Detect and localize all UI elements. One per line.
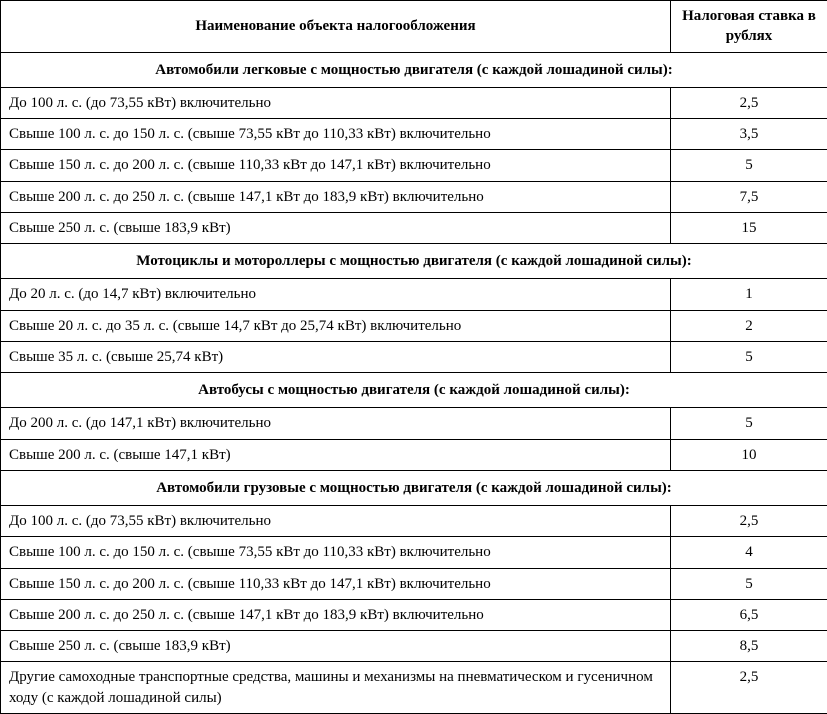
row-rate: 3,5 (671, 119, 827, 150)
row-rate: 2,5 (671, 87, 827, 118)
header-rate: Налоговая ставка в рублях (671, 1, 827, 53)
row-name: Свыше 35 л. с. (свыше 25,74 кВт) (1, 341, 671, 372)
table-row: До 100 л. с. (до 73,55 кВт) включительно… (1, 506, 827, 537)
row-name: Свыше 20 л. с. до 35 л. с. (свыше 14,7 к… (1, 310, 671, 341)
row-rate: 5 (671, 568, 827, 599)
section-title: Мотоциклы и мотороллеры с мощностью двиг… (1, 244, 827, 279)
table-row: Свыше 200 л. с. до 250 л. с. (свыше 147,… (1, 181, 827, 212)
table-row: Свыше 20 л. с. до 35 л. с. (свыше 14,7 к… (1, 310, 827, 341)
row-rate: 2,5 (671, 662, 827, 714)
row-name: Другие самоходные транспортные средства,… (1, 662, 671, 714)
row-name: Свыше 100 л. с. до 150 л. с. (свыше 73,5… (1, 119, 671, 150)
row-name: Свыше 250 л. с. (свыше 183,9 кВт) (1, 212, 671, 243)
table-row: Свыше 250 л. с. (свыше 183,9 кВт)8,5 (1, 631, 827, 662)
row-name: Свыше 200 л. с. (свыше 147,1 кВт) (1, 439, 671, 470)
row-name: До 200 л. с. (до 147,1 кВт) включительно (1, 408, 671, 439)
table-row: Свыше 250 л. с. (свыше 183,9 кВт)15 (1, 212, 827, 243)
tax-rate-table: Наименование объекта налогообложения Нал… (0, 0, 827, 714)
row-name: До 100 л. с. (до 73,55 кВт) включительно (1, 87, 671, 118)
row-name: Свыше 150 л. с. до 200 л. с. (свыше 110,… (1, 150, 671, 181)
section-title: Автомобили грузовые с мощностью двигател… (1, 470, 827, 505)
row-rate: 2,5 (671, 506, 827, 537)
header-name: Наименование объекта налогообложения (1, 1, 671, 53)
row-name: Свыше 200 л. с. до 250 л. с. (свыше 147,… (1, 181, 671, 212)
section-header-row: Автомобили грузовые с мощностью двигател… (1, 470, 827, 505)
section-header-row: Автомобили легковые с мощностью двигател… (1, 52, 827, 87)
table-row: До 100 л. с. (до 73,55 кВт) включительно… (1, 87, 827, 118)
row-rate: 5 (671, 341, 827, 372)
row-rate: 8,5 (671, 631, 827, 662)
table-row: До 200 л. с. (до 147,1 кВт) включительно… (1, 408, 827, 439)
row-name: Свыше 100 л. с. до 150 л. с. (свыше 73,5… (1, 537, 671, 568)
table-row: Свыше 35 л. с. (свыше 25,74 кВт)5 (1, 341, 827, 372)
table-row: Свыше 150 л. с. до 200 л. с. (свыше 110,… (1, 150, 827, 181)
row-rate: 10 (671, 439, 827, 470)
section-header-row: Мотоциклы и мотороллеры с мощностью двиг… (1, 244, 827, 279)
table-row: До 20 л. с. (до 14,7 кВт) включительно1 (1, 279, 827, 310)
table-row: Свыше 100 л. с. до 150 л. с. (свыше 73,5… (1, 119, 827, 150)
row-rate: 2 (671, 310, 827, 341)
section-title: Автобусы с мощностью двигателя (с каждой… (1, 373, 827, 408)
table-row: Свыше 200 л. с. (свыше 147,1 кВт)10 (1, 439, 827, 470)
row-name: Свыше 150 л. с. до 200 л. с. (свыше 110,… (1, 568, 671, 599)
row-rate: 4 (671, 537, 827, 568)
row-rate: 1 (671, 279, 827, 310)
row-name: Свыше 200 л. с. до 250 л. с. (свыше 147,… (1, 599, 671, 630)
table-row: Другие самоходные транспортные средства,… (1, 662, 827, 714)
table-header-row: Наименование объекта налогообложения Нал… (1, 1, 827, 53)
row-name: До 100 л. с. (до 73,55 кВт) включительно (1, 506, 671, 537)
row-name: Свыше 250 л. с. (свыше 183,9 кВт) (1, 631, 671, 662)
row-name: До 20 л. с. (до 14,7 кВт) включительно (1, 279, 671, 310)
table-row: Свыше 100 л. с. до 150 л. с. (свыше 73,5… (1, 537, 827, 568)
row-rate: 6,5 (671, 599, 827, 630)
row-rate: 5 (671, 408, 827, 439)
row-rate: 7,5 (671, 181, 827, 212)
row-rate: 15 (671, 212, 827, 243)
section-header-row: Автобусы с мощностью двигателя (с каждой… (1, 373, 827, 408)
table-row: Свыше 150 л. с. до 200 л. с. (свыше 110,… (1, 568, 827, 599)
table-row: Свыше 200 л. с. до 250 л. с. (свыше 147,… (1, 599, 827, 630)
row-rate: 5 (671, 150, 827, 181)
section-title: Автомобили легковые с мощностью двигател… (1, 52, 827, 87)
